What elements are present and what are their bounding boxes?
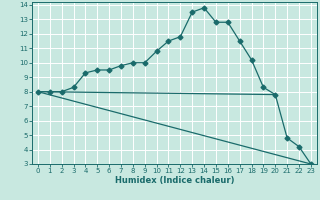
X-axis label: Humidex (Indice chaleur): Humidex (Indice chaleur) [115, 176, 234, 185]
